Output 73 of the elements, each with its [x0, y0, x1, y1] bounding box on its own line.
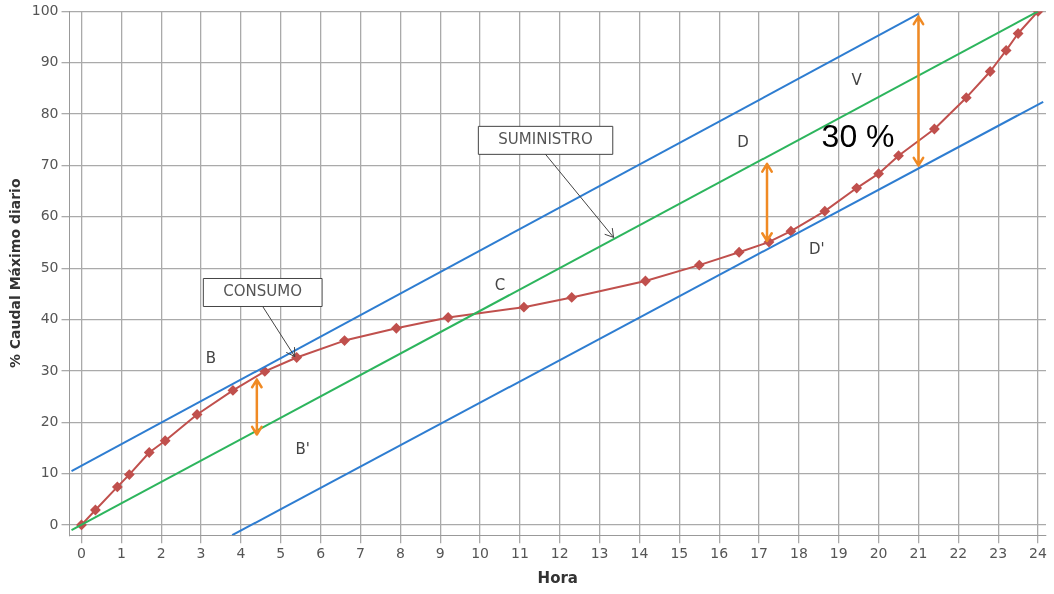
x-tick-label: 16 — [710, 545, 729, 562]
y-tick-label: 10 — [40, 464, 59, 481]
x-tick-label: 0 — [77, 545, 86, 562]
x-tick-label: 24 — [1029, 545, 1048, 562]
point — [961, 92, 972, 103]
y-tick-label: 100 — [31, 2, 59, 19]
point — [785, 226, 796, 237]
annotation: D — [737, 132, 749, 151]
y-tick-label: 70 — [40, 156, 59, 173]
x-tick-label: 11 — [510, 545, 529, 562]
point — [1001, 45, 1012, 56]
annotation: B — [205, 349, 217, 368]
annotation: SUMINISTRO — [498, 130, 593, 149]
point — [391, 323, 402, 334]
point — [291, 352, 302, 363]
x-tick-label: 5 — [276, 545, 286, 562]
point — [893, 150, 904, 161]
x-tick-label: 14 — [630, 545, 649, 562]
x-tick-label: 17 — [750, 545, 768, 562]
x-tick-label: 6 — [316, 545, 326, 562]
point — [640, 276, 651, 286]
annotation: D' — [808, 240, 825, 259]
point — [443, 312, 454, 323]
point — [873, 168, 884, 179]
point — [124, 469, 135, 480]
point — [227, 385, 238, 396]
x-tick-label: 8 — [395, 545, 405, 562]
point — [144, 447, 155, 458]
y-tick-label: 80 — [40, 104, 59, 121]
x-tick-label: 9 — [435, 545, 445, 562]
x-tick-label: 12 — [550, 545, 569, 562]
point — [851, 183, 862, 194]
annotation: V — [851, 70, 863, 89]
y-tick-label: 40 — [40, 310, 59, 327]
point — [734, 247, 745, 258]
point — [566, 292, 577, 303]
annotation: C — [494, 276, 506, 295]
y-tick-label: 30 — [40, 361, 59, 378]
y-tick-label: 20 — [40, 412, 59, 429]
point — [1013, 28, 1024, 39]
x-tick-label: 2 — [156, 545, 166, 562]
point — [90, 505, 101, 516]
x-tick-label: 20 — [869, 545, 888, 562]
point — [160, 435, 171, 446]
x-tick-label: 19 — [829, 545, 848, 562]
annotation: CONSUMO — [223, 282, 303, 301]
point — [694, 260, 705, 271]
annotation: 30 % — [821, 117, 895, 154]
point — [192, 409, 203, 420]
x-axis-title: Hora — [537, 568, 578, 587]
x-tick-label: 3 — [196, 545, 206, 562]
x-tick-label: 13 — [590, 545, 609, 562]
x-tick-label: 21 — [909, 545, 928, 562]
x-tick-label: 1 — [116, 545, 126, 562]
point — [819, 206, 830, 217]
annotation: B' — [295, 439, 310, 458]
y-tick-label: 0 — [49, 515, 59, 532]
point — [929, 124, 940, 134]
x-tick-label: 18 — [789, 545, 808, 562]
y-tick-label: 50 — [40, 258, 59, 275]
point — [339, 335, 350, 346]
x-tick-label: 23 — [989, 545, 1008, 562]
point — [518, 302, 529, 313]
x-tick-label: 15 — [670, 545, 689, 562]
y-tick-label: 90 — [40, 53, 59, 70]
x-tick-label: 22 — [949, 545, 968, 562]
point — [985, 66, 996, 77]
point — [112, 481, 123, 492]
x-tick-label: 4 — [236, 545, 246, 562]
x-tick-label: 7 — [356, 545, 365, 562]
x-tick-label: 10 — [471, 545, 489, 562]
y-tick-label: 60 — [40, 207, 59, 224]
y-axis-title: % Caudal Máximo diario — [7, 178, 24, 369]
